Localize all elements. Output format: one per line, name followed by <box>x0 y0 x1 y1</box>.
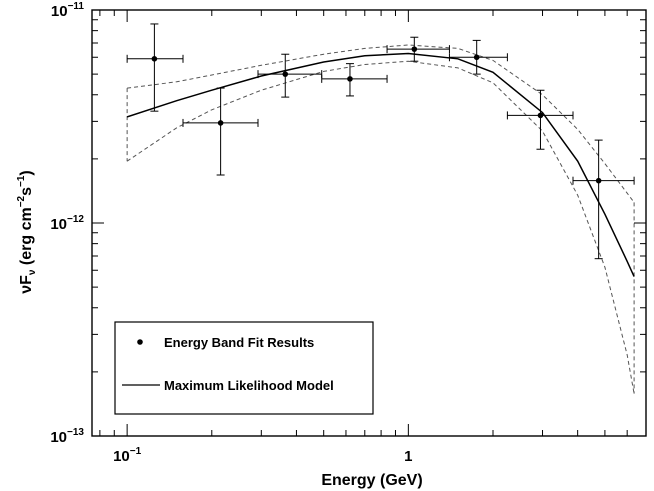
data-point-4 <box>321 63 388 97</box>
data-point-marker <box>347 76 353 82</box>
data-point-6 <box>448 39 508 75</box>
data-point-5 <box>386 36 450 62</box>
y-tick-label: 10−12 <box>50 214 84 233</box>
band-lower-line <box>126 60 635 394</box>
y-title-unit-b: s <box>18 187 35 196</box>
y-title-close: ) <box>18 170 35 175</box>
y-title-exp-a: −2 <box>16 195 27 207</box>
data-point-2 <box>182 87 259 176</box>
legend: Energy Band Fit Results Maximum Likeliho… <box>114 321 374 415</box>
x-tick-label: 10−1 <box>113 446 142 465</box>
data-point-3 <box>257 53 323 98</box>
legend-label-model: Maximum Likelihood Model <box>164 378 334 393</box>
y-title-unit-a: (erg cm <box>18 207 35 269</box>
legend-label-points: Energy Band Fit Results <box>164 335 314 350</box>
data-point-7 <box>506 89 574 150</box>
plot-area <box>91 9 647 437</box>
legend-point-marker <box>137 339 143 345</box>
y-title-nu: νF <box>18 275 35 294</box>
y-tick-label: 10−11 <box>51 1 85 20</box>
y-tick-label: 10−13 <box>50 427 84 446</box>
data-point-marker <box>282 71 289 77</box>
y-title-subscript: ν <box>27 269 38 275</box>
data-point-marker <box>411 46 418 52</box>
y-title-exp-b: −1 <box>16 175 27 187</box>
x-axis-title: Energy (GeV) <box>321 472 422 489</box>
data-point-marker <box>595 177 602 184</box>
y-axis-title: νFν (erg cm−2s−1) <box>16 170 38 294</box>
data-point-marker <box>217 120 224 126</box>
band-upper-line <box>127 44 635 203</box>
x-tick-label: 1 <box>404 448 412 465</box>
data-point-marker <box>151 56 158 62</box>
legend-box <box>114 321 374 415</box>
data-point-marker <box>537 112 544 119</box>
data-point-1 <box>126 23 184 112</box>
data-point-marker <box>473 54 480 61</box>
model-line <box>126 52 635 277</box>
data-point-8 <box>572 139 635 260</box>
